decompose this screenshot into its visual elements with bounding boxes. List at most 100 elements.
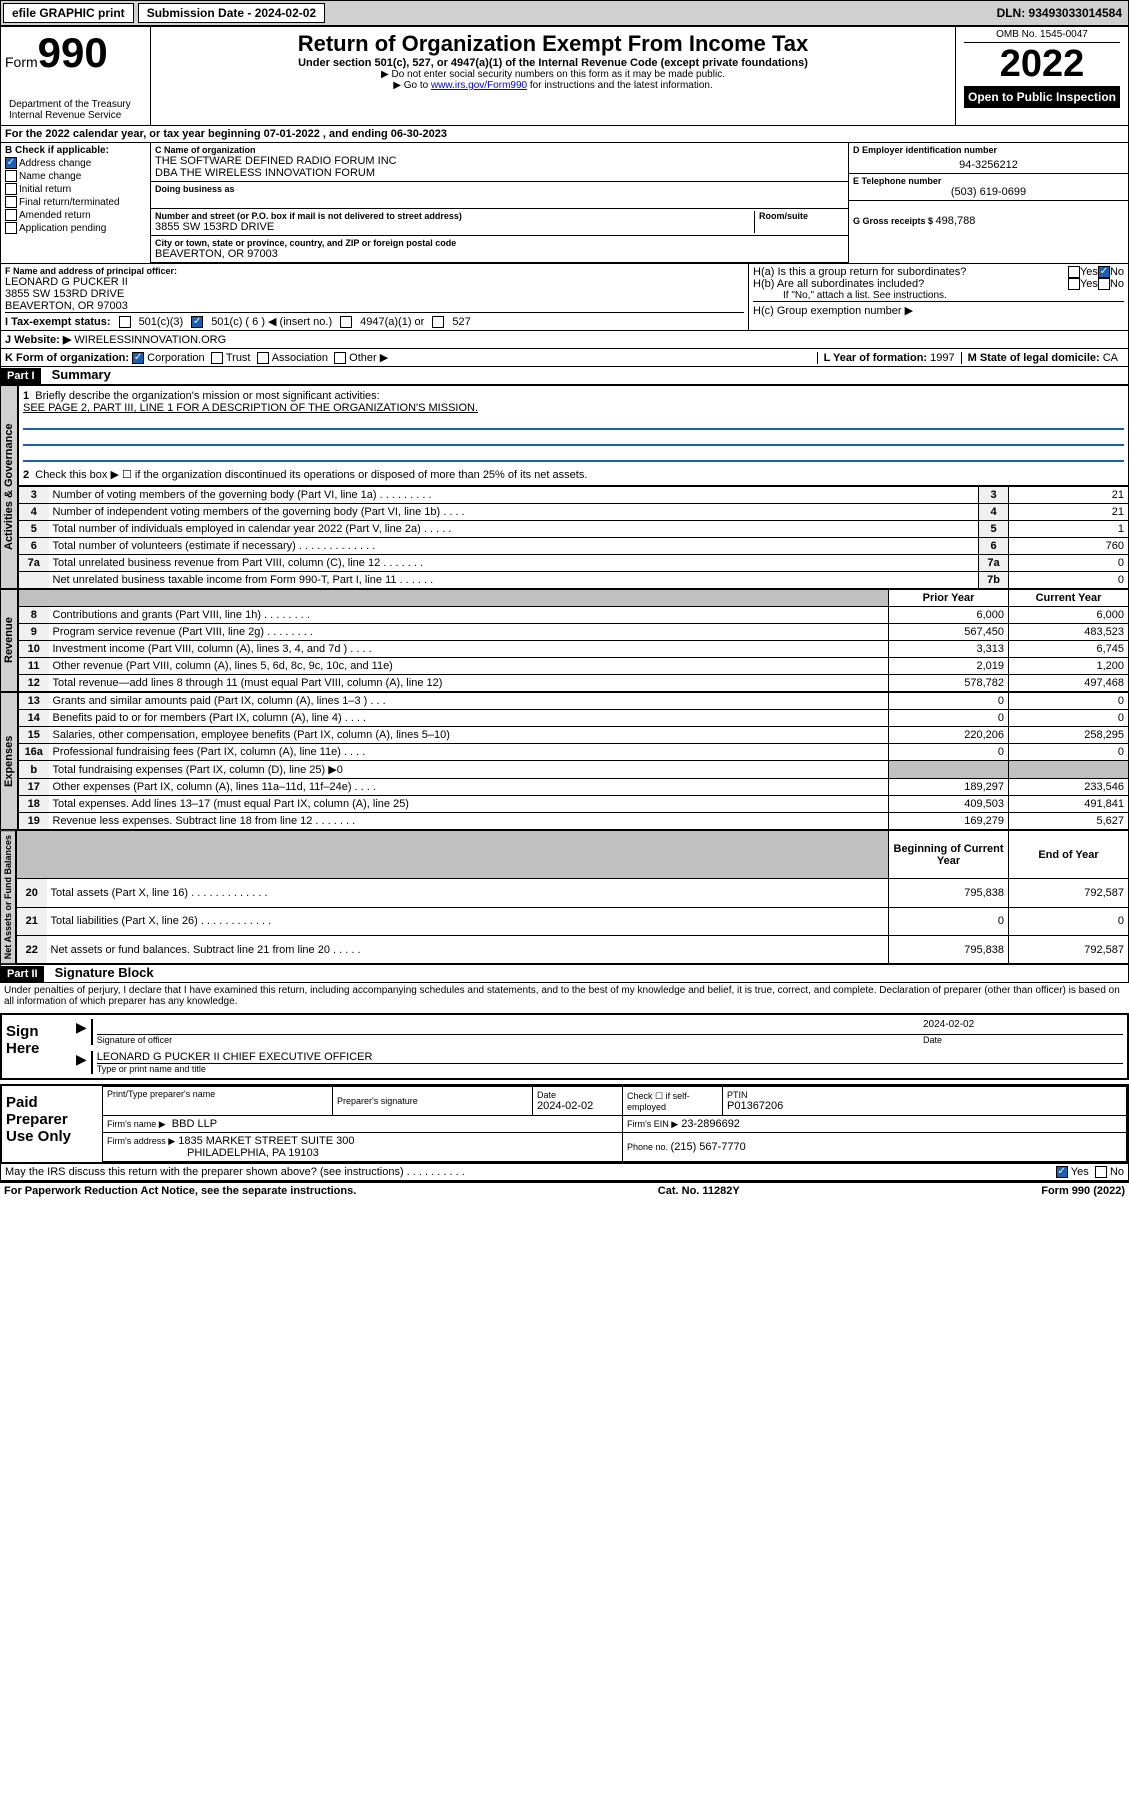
firm-ein: 23-2896692: [681, 1118, 740, 1130]
hb-label: H(b) Are all subordinates included?: [753, 278, 1068, 290]
revenue-table: Prior YearCurrent Year8Contributions and…: [18, 589, 1129, 692]
type-name-label: Type or print name and title: [97, 1064, 1123, 1074]
tax-period: For the 2022 calendar year, or tax year …: [5, 128, 447, 140]
department-label: Department of the Treasury Internal Reve…: [5, 97, 146, 123]
e-label: E Telephone number: [853, 176, 1124, 186]
table-row: 14Benefits paid to or for members (Part …: [19, 710, 1129, 727]
table-row: 5Total number of individuals employed in…: [19, 521, 1129, 538]
q2-text: Check this box ▶ ☐ if the organization d…: [35, 469, 587, 481]
table-row: 17Other expenses (Part IX, column (A), l…: [19, 779, 1129, 796]
check-501c[interactable]: ✓: [191, 316, 203, 328]
table-row: 19Revenue less expenses. Subtract line 1…: [19, 813, 1129, 830]
submission-date-button[interactable]: Submission Date - 2024-02-02: [138, 3, 325, 23]
hb-no[interactable]: [1098, 278, 1110, 290]
form-label: Form: [5, 54, 38, 70]
check-4947[interactable]: [340, 316, 352, 328]
org-name: THE SOFTWARE DEFINED RADIO FORUM INC: [155, 155, 844, 167]
blue-line: [23, 432, 1124, 446]
table-row: 11Other revenue (Part VIII, column (A), …: [19, 658, 1129, 675]
ha-no[interactable]: ✓: [1098, 266, 1110, 278]
website-value: WIRELESSINNOVATION.ORG: [74, 334, 226, 346]
street-label: Number and street (or P.O. box if mail i…: [155, 211, 754, 221]
hb-yes[interactable]: [1068, 278, 1080, 290]
irs-link[interactable]: www.irs.gov/Form990: [431, 80, 527, 91]
table-row: 6Total number of volunteers (estimate if…: [19, 538, 1129, 555]
check-initial-return[interactable]: [5, 183, 17, 195]
arrow-icon: ▶: [76, 1019, 87, 1045]
check-final-return[interactable]: [5, 196, 17, 208]
footer-left: For Paperwork Reduction Act Notice, see …: [4, 1185, 356, 1197]
section-a-block: B Check if applicable: ✓Address change N…: [0, 143, 1129, 264]
net-assets-section: Net Assets or Fund Balances Beginning of…: [0, 830, 1129, 964]
table-row: 12Total revenue—add lines 8 through 11 (…: [19, 675, 1129, 692]
form-number: 990: [38, 29, 108, 76]
check-application-pending[interactable]: [5, 222, 17, 234]
g-label: G Gross receipts $: [853, 216, 936, 226]
topbar: efile GRAPHIC print Submission Date - 20…: [0, 0, 1129, 26]
firm-name: BBD LLP: [172, 1118, 217, 1130]
firm-addr2: PHILADELPHIA, PA 19103: [107, 1147, 319, 1159]
d-label: D Employer identification number: [853, 145, 1124, 155]
governance-table: 3Number of voting members of the governi…: [18, 486, 1129, 589]
table-row: 7aTotal unrelated business revenue from …: [19, 555, 1129, 572]
form-note2: ▶ Go to www.irs.gov/Form990 for instruct…: [161, 80, 945, 91]
firm-addr1: 1835 MARKET STREET SUITE 300: [178, 1135, 354, 1147]
check-527[interactable]: [432, 316, 444, 328]
check-trust[interactable]: [211, 352, 223, 364]
check-corporation[interactable]: ✓: [132, 352, 144, 364]
arrow-icon: ▶: [76, 1051, 87, 1074]
check-self-employed[interactable]: Check ☐ if self-employed: [623, 1087, 723, 1116]
part2-header-row: Part II Signature Block: [0, 964, 1129, 983]
tax-year: 2022: [964, 43, 1120, 86]
check-label: B Check if applicable:: [5, 145, 146, 156]
section-f-h: F Name and address of principal officer:…: [0, 264, 1129, 331]
street-value: 3855 SW 153RD DRIVE: [155, 221, 754, 233]
governance-section: Activities & Governance 1 Briefly descri…: [0, 385, 1129, 589]
expenses-table: 13Grants and similar amounts paid (Part …: [18, 692, 1129, 830]
declaration-text: Under penalties of perjury, I declare th…: [0, 983, 1129, 1009]
vert-governance: Activities & Governance: [0, 385, 18, 589]
footer-right: Form 990 (2022): [1041, 1185, 1125, 1197]
f-label: F Name and address of principal officer:: [5, 266, 744, 276]
may-irs-no[interactable]: [1095, 1166, 1107, 1178]
table-row: 22Net assets or fund balances. Subtract …: [17, 935, 1129, 963]
may-irs-yes[interactable]: ✓: [1056, 1166, 1068, 1178]
date-label: Date: [923, 1035, 1123, 1045]
officer-name: LEONARD G PUCKER II: [5, 276, 744, 288]
ha-yes[interactable]: [1068, 266, 1080, 278]
paid-preparer-block: Paid Preparer Use Only Print/Type prepar…: [0, 1084, 1129, 1164]
ptin-value: P01367206: [727, 1100, 1122, 1112]
blue-line: [23, 448, 1124, 462]
table-row: Net unrelated business taxable income fr…: [19, 572, 1129, 589]
may-irs-row: May the IRS discuss this return with the…: [0, 1164, 1129, 1181]
check-address-change[interactable]: ✓: [5, 157, 17, 169]
table-row: 20Total assets (Part X, line 16) . . . .…: [17, 879, 1129, 907]
efile-print-button[interactable]: efile GRAPHIC print: [3, 3, 134, 23]
period-row: For the 2022 calendar year, or tax year …: [0, 126, 1129, 143]
omb-number: OMB No. 1545-0047: [964, 29, 1120, 43]
table-row: 8Contributions and grants (Part VIII, li…: [19, 607, 1129, 624]
table-row: 4Number of independent voting members of…: [19, 504, 1129, 521]
part2-label: Part II: [1, 966, 44, 982]
table-row: 3Number of voting members of the governi…: [19, 487, 1129, 504]
check-501c3[interactable]: [119, 316, 131, 328]
form-subtitle: Under section 501(c), 527, or 4947(a)(1)…: [161, 57, 945, 69]
table-row: bTotal fundraising expenses (Part IX, co…: [19, 761, 1129, 779]
net-assets-table: Beginning of Current YearEnd of Year20To…: [16, 830, 1129, 964]
k-label: K Form of organization:: [5, 352, 129, 364]
check-association[interactable]: [257, 352, 269, 364]
form-title: Return of Organization Exempt From Incom…: [161, 31, 945, 57]
paid-prep-label: Paid Preparer Use Only: [2, 1086, 102, 1162]
officer-name-title: LEONARD G PUCKER II CHIEF EXECUTIVE OFFI…: [97, 1051, 373, 1063]
check-amended[interactable]: [5, 209, 17, 221]
check-name-change[interactable]: [5, 170, 17, 182]
may-irs-text: May the IRS discuss this return with the…: [5, 1166, 465, 1178]
room-label: Room/suite: [759, 211, 844, 221]
city-label: City or town, state or province, country…: [155, 238, 844, 248]
form-header: Form990 Department of the Treasury Inter…: [0, 26, 1129, 126]
form-note1: ▶ Do not enter social security numbers o…: [161, 69, 945, 80]
part1-label: Part I: [1, 368, 41, 384]
gross-receipts: 498,788: [936, 215, 976, 227]
ein-value: 94-3256212: [853, 159, 1124, 171]
check-other[interactable]: [334, 352, 346, 364]
